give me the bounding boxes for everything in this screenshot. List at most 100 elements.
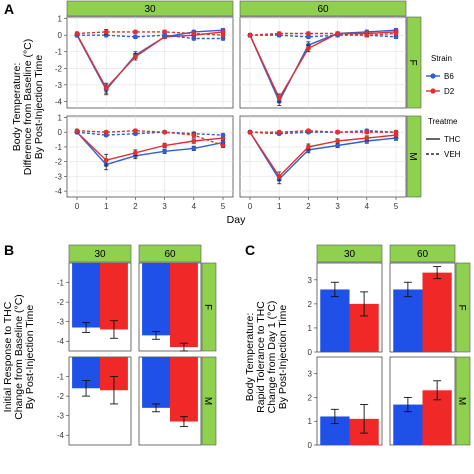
panel-b-60-M	[138, 356, 202, 446]
data-point-D2-THC	[133, 54, 138, 60]
data-point-D2-THC	[276, 95, 282, 101]
data-point-B6-VEH	[306, 34, 311, 40]
data-point-B6-VEH	[220, 132, 226, 138]
tick-label-x: 5	[394, 202, 399, 211]
legend-key-point	[430, 73, 436, 79]
strip-label-row: M	[202, 397, 213, 405]
strip-label-a-row: M	[407, 152, 418, 160]
panel-a-30-M	[66, 115, 234, 198]
data-point-B6-THC	[191, 146, 197, 151]
series-line-D2-VEH	[250, 129, 396, 133]
strip-label-row: F	[456, 304, 467, 310]
panel-c-30-F	[316, 262, 383, 353]
data-point-D2-VEH	[393, 31, 399, 36]
data-point-D2-THC	[306, 144, 311, 150]
data-point-D2-VEH	[276, 129, 282, 135]
panel-a-30-F	[66, 16, 234, 109]
strip-col	[68, 244, 132, 263]
y-axis-title-b: Change from Baseline (°C)	[13, 294, 25, 420]
tick-label-y: 1	[58, 113, 63, 122]
bar-B6	[142, 263, 170, 336]
tick-label-x: 5	[221, 202, 226, 211]
bar-D2	[170, 263, 198, 348]
tick-label-y: 2	[308, 300, 313, 309]
panel-c-60-M	[389, 356, 456, 446]
panel-c-30-M	[316, 356, 383, 446]
data-point-B6-VEH	[162, 32, 168, 38]
tick-label-x: 1	[104, 202, 109, 211]
tick-label-x: 0	[75, 202, 80, 211]
panel-label-c: C	[245, 242, 255, 258]
data-point-D2-VEH	[364, 32, 370, 38]
data-point-D2-VEH	[191, 31, 197, 36]
panel-b-60-F	[138, 262, 202, 352]
strip-label-a-col: 60	[317, 4, 329, 15]
tick-label-y: -1	[57, 279, 65, 288]
data-point-D2-THC	[133, 150, 138, 156]
strip-label-a-col: 30	[144, 4, 156, 15]
tick-label-x: 4	[365, 202, 370, 211]
tick-label-x: 2	[133, 202, 138, 211]
strip-row	[455, 262, 471, 353]
panel-b-30-M	[68, 356, 132, 446]
tick-label-x: 0	[248, 202, 253, 211]
data-point-B6-THC	[335, 143, 340, 148]
tick-label-y: 1	[308, 417, 313, 426]
tick-label-y: -1	[55, 48, 63, 57]
data-point-D2-VEH	[220, 143, 226, 148]
data-point-B6-VEH	[393, 34, 399, 40]
panel-b-30-F	[68, 262, 132, 352]
data-point-B6-VEH	[220, 36, 226, 41]
strip-col-a	[66, 0, 234, 17]
series-line-D2-VEH	[76, 31, 224, 36]
tick-label-y: -2	[57, 298, 65, 307]
tick-label-y: 1	[308, 324, 313, 333]
x-axis-title-a: Day	[227, 214, 246, 226]
strip-label-row: M	[456, 397, 467, 405]
data-point-D2-VEH	[191, 132, 197, 138]
data-point-D2-VEH	[247, 129, 253, 135]
strip-label-col: 60	[164, 249, 176, 260]
strip-col-a	[239, 0, 407, 17]
tick-label-y: -4	[57, 337, 65, 346]
bar-D2	[100, 263, 128, 330]
strip-row-a	[406, 115, 422, 198]
data-point-D2-VEH	[220, 32, 226, 38]
data-point-D2-VEH	[335, 31, 340, 36]
series-line-B6-VEH	[249, 129, 397, 135]
panel-frame	[239, 16, 407, 109]
series-line-D2-VEH	[249, 32, 397, 36]
data-point-D2-VEH	[162, 129, 168, 135]
series-line-D2-THC	[76, 131, 224, 161]
data-point-D2-THC	[103, 157, 109, 163]
data-point-D2-THC	[364, 135, 370, 141]
y-axis-title-b: By Post-Injection Time	[24, 305, 36, 410]
strip-label-a-row: F	[407, 59, 418, 65]
bar-B6	[320, 289, 350, 352]
tick-label-y: 0	[308, 441, 313, 450]
data-point-D2-THC	[335, 138, 340, 144]
tick-label-x: 2	[306, 202, 311, 211]
bar-B6	[393, 289, 423, 352]
tick-label-x: 4	[192, 202, 197, 211]
legend-entry-strain: D2	[444, 87, 455, 96]
strip-label-row: F	[202, 304, 213, 310]
tick-label-y: -4	[55, 187, 63, 196]
tick-label-y: -4	[55, 97, 63, 106]
tick-label-y: -3	[55, 172, 63, 181]
y-axis-title-a: Difference from Baseline (°C)	[22, 39, 34, 175]
strip-label-col: 30	[344, 249, 356, 260]
strip-row	[201, 356, 217, 446]
data-point-D2-VEH	[364, 129, 370, 135]
tick-label-y: 1	[58, 15, 63, 24]
data-point-B6-VEH	[133, 34, 138, 40]
data-point-D2-VEH	[306, 31, 311, 36]
data-point-D2-THC	[191, 138, 197, 144]
y-axis-title-c: By Post-Injection Time	[277, 305, 289, 410]
tick-label-y: -2	[55, 64, 63, 73]
data-point-D2-VEH	[74, 128, 80, 134]
data-point-D2-VEH	[306, 128, 311, 134]
data-point-D2-THC	[306, 46, 311, 51]
series-line-B6-VEH	[77, 34, 223, 40]
